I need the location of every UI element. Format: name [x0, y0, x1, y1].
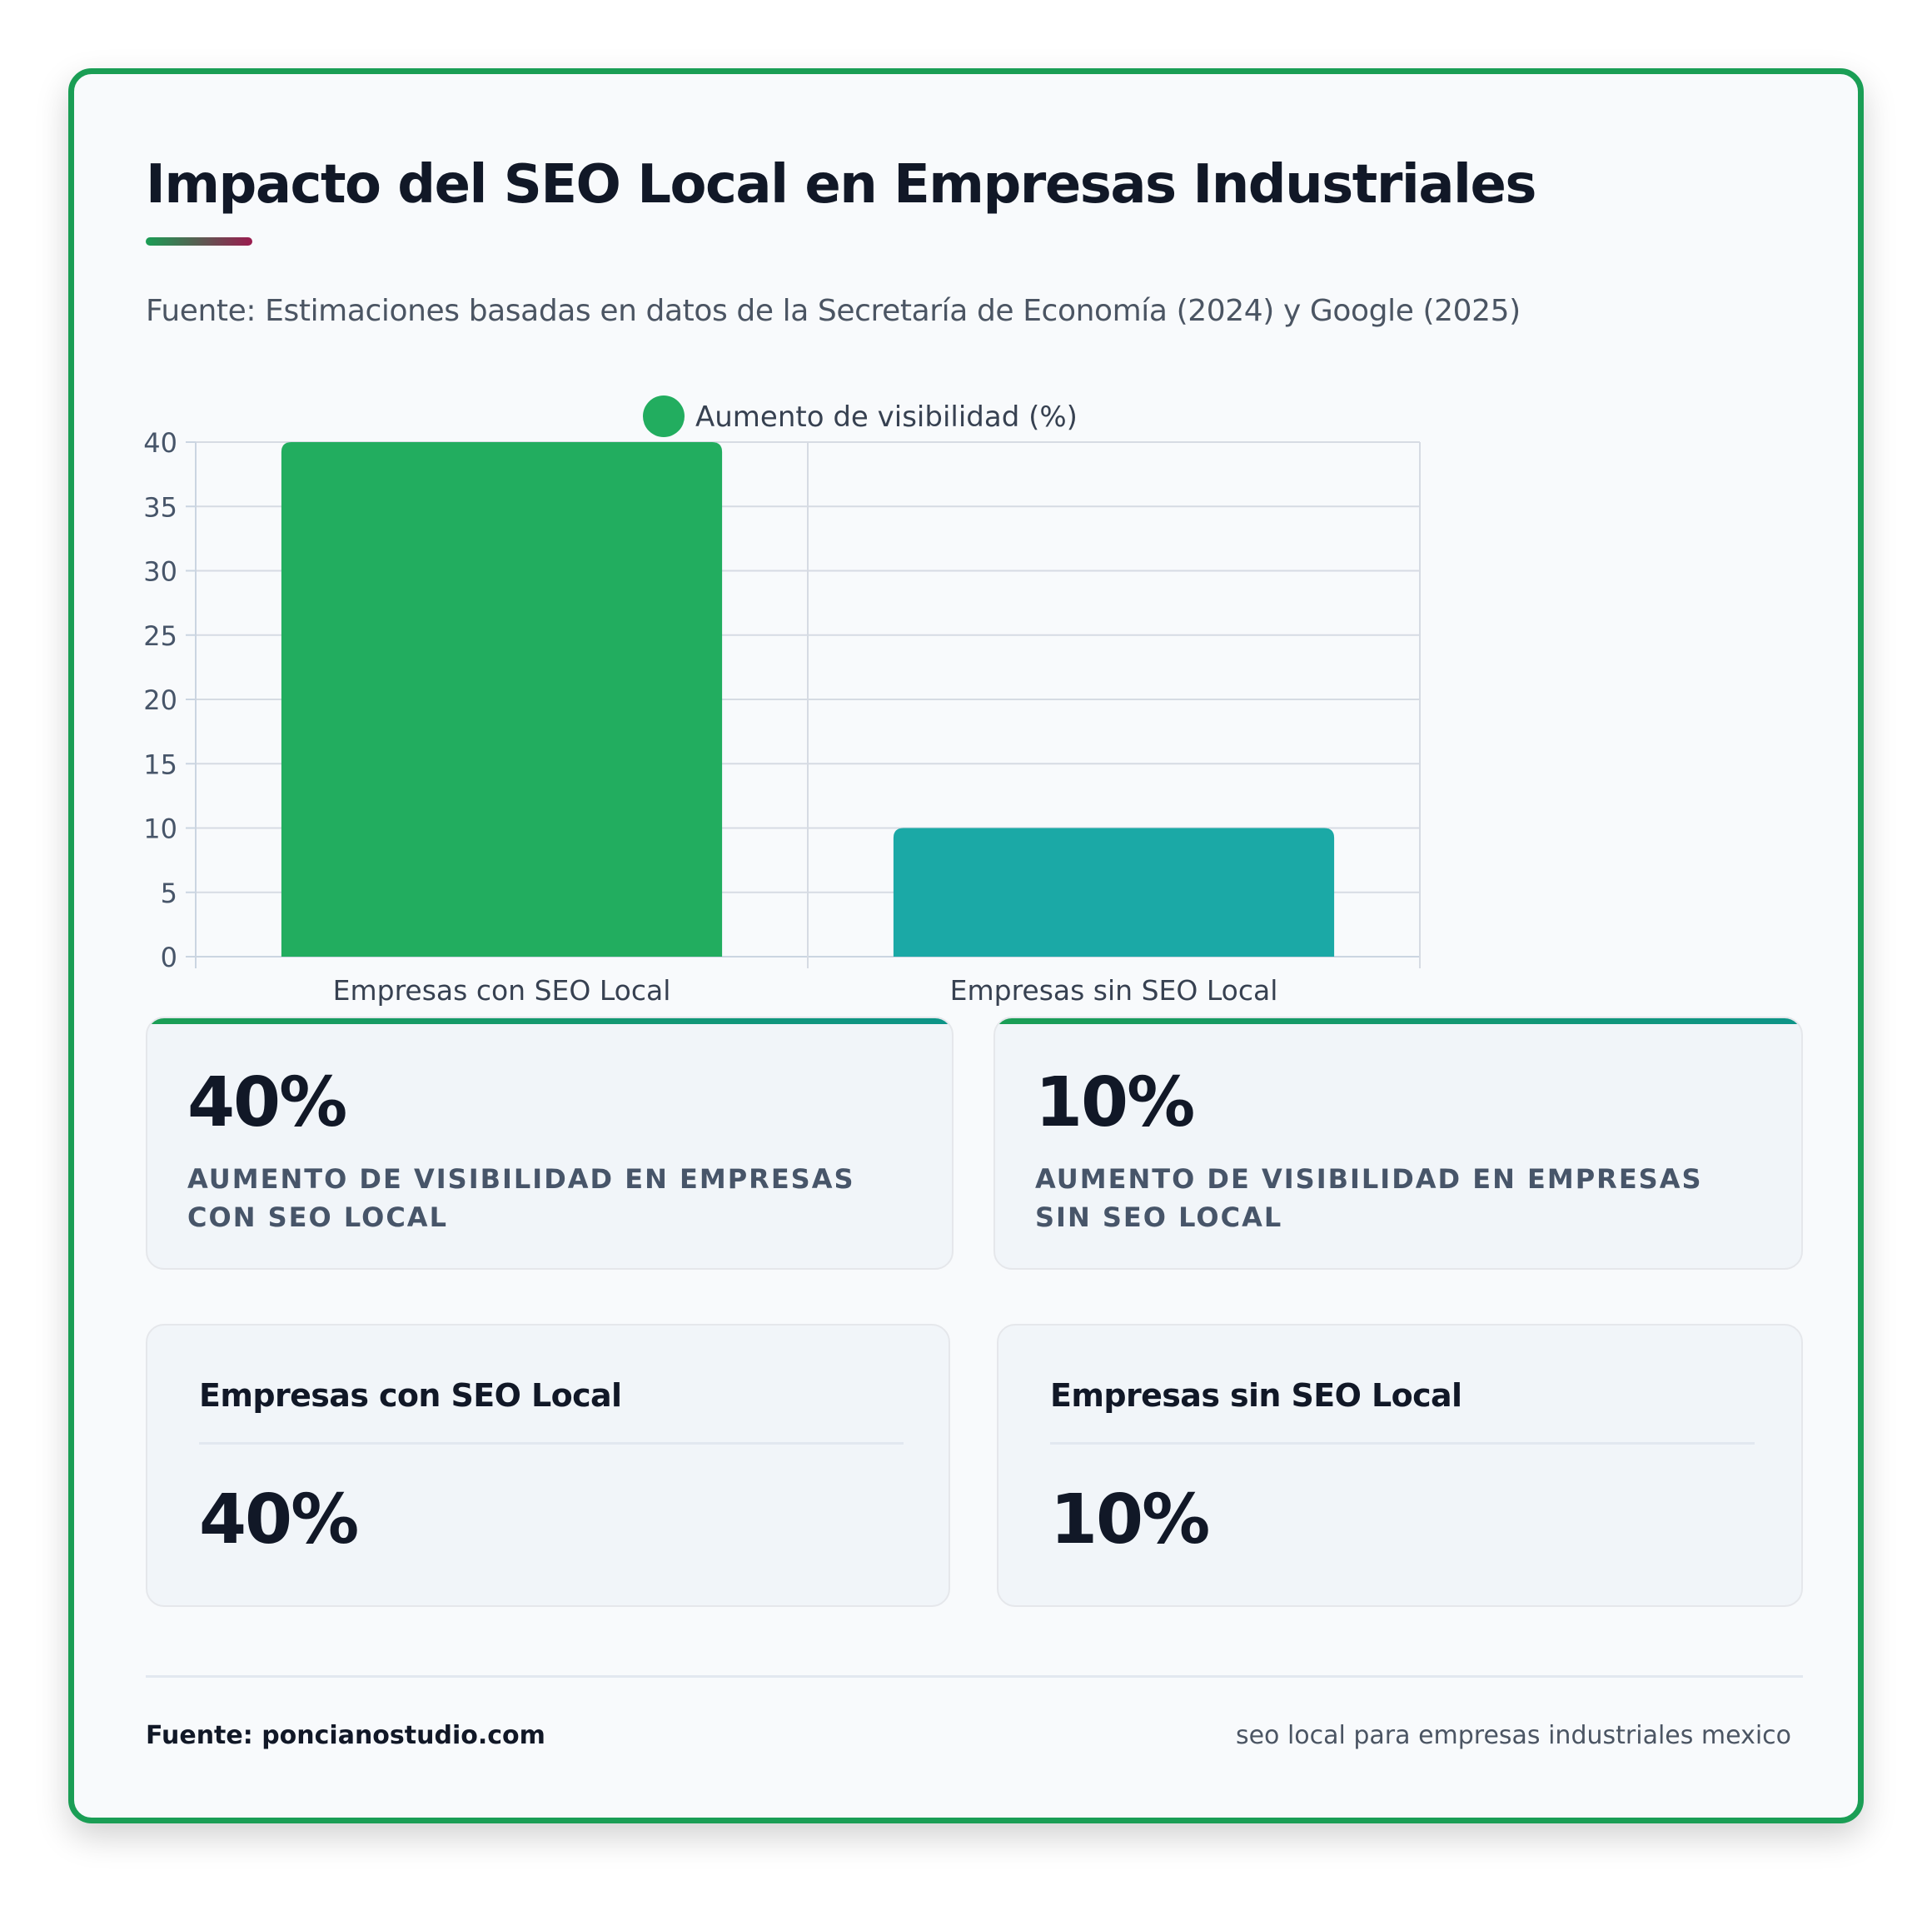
stat-value: 40%: [187, 1063, 347, 1142]
y-tick-label: 30: [143, 556, 177, 588]
comparison-card-without-seo: Empresas sin SEO Local 10%: [997, 1324, 1803, 1607]
footer-divider: [146, 1675, 1803, 1678]
comparison-title: Empresas sin SEO Local: [1050, 1377, 1462, 1414]
legend-label: Aumento de visibilidad (%): [695, 400, 1078, 434]
footer-keywords: seo local para empresas industriales mex…: [1235, 1721, 1791, 1750]
page-title: Impacto del SEO Local en Empresas Indust…: [146, 154, 1536, 216]
infographic-card: Impacto del SEO Local en Empresas Indust…: [68, 68, 1864, 1823]
y-tick-label: 25: [143, 620, 177, 652]
stat-label: Aumento de visibilidad en empresas sin S…: [1035, 1163, 1703, 1233]
stat-card-with-seo: 40% Aumento de visibilidad en empresas c…: [146, 1017, 954, 1270]
stat-card-accent: [147, 1018, 952, 1024]
comparison-card-with-seo: Empresas con SEO Local 40%: [146, 1324, 950, 1607]
bar-chart: 0 5 10 15 20 25 30 35 40 Empresas con SEO Local Em…: [143, 395, 1421, 1007]
page-subtitle: Fuente: Estimaciones basadas en datos de…: [146, 294, 1521, 328]
comparison-divider: [1050, 1442, 1755, 1445]
comparison-title: Empresas con SEO Local: [199, 1377, 622, 1414]
x-tick-label: Empresas sin SEO Local: [950, 974, 1278, 1007]
comparison-divider: [199, 1442, 904, 1445]
comparison-value: 40%: [199, 1480, 359, 1559]
y-tick-label: 15: [143, 749, 177, 780]
stat-label: Aumento de visibilidad en empresas con S…: [187, 1163, 855, 1233]
bar-1: [281, 442, 723, 957]
y-tick-label: 10: [143, 813, 177, 845]
stat-card-accent: [995, 1018, 1801, 1024]
y-tick-label: 0: [161, 942, 177, 973]
y-tick-label: 35: [143, 491, 177, 523]
footer-source: Fuente: poncianostudio.com: [146, 1721, 545, 1750]
stat-value: 10%: [1035, 1063, 1195, 1142]
x-tick-label: Empresas con SEO Local: [333, 974, 671, 1007]
y-tick-label: 20: [143, 684, 177, 716]
stat-card-without-seo: 10% Aumento de visibilidad en empresas s…: [993, 1017, 1803, 1270]
y-tick-label: 40: [143, 427, 177, 459]
y-tick-label: 5: [161, 878, 177, 909]
legend-marker: [643, 395, 685, 437]
bar-2: [893, 828, 1335, 957]
title-underline: [146, 237, 252, 246]
comparison-value: 10%: [1050, 1480, 1210, 1559]
